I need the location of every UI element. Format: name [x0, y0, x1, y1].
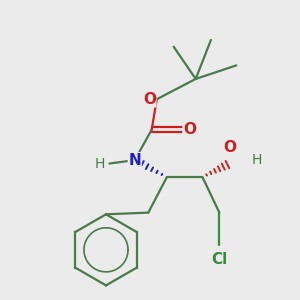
Text: Cl: Cl	[211, 252, 227, 267]
Text: H: H	[95, 157, 105, 170]
Text: N: N	[128, 153, 141, 168]
Text: O: O	[223, 140, 236, 155]
Text: O: O	[143, 92, 156, 107]
Text: O: O	[183, 122, 196, 137]
Text: H: H	[251, 153, 262, 167]
